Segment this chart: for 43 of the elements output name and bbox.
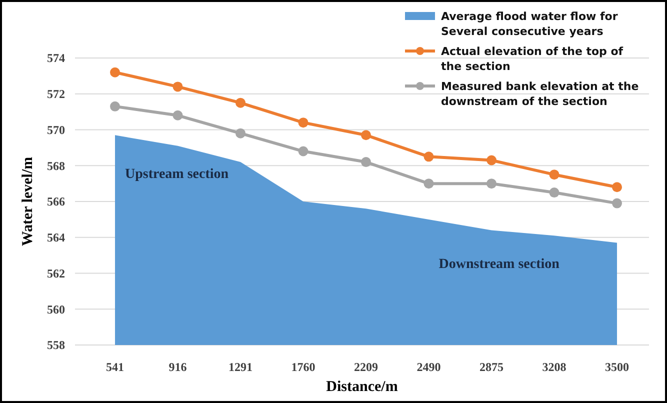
x-tick-label: 3208 xyxy=(542,360,566,374)
x-tick-label: 2490 xyxy=(416,360,441,374)
y-axis-title: Water level/m xyxy=(20,156,36,246)
y-tick-label: 566 xyxy=(47,194,65,209)
annotation: Upstream section xyxy=(125,167,229,182)
x-axis-title: Distance/m xyxy=(326,379,398,395)
point xyxy=(486,155,496,166)
y-tick-label: 558 xyxy=(47,338,65,352)
point xyxy=(236,128,246,138)
y-tick-label: 560 xyxy=(47,302,65,316)
y-tick-label: 562 xyxy=(47,266,65,280)
x-tick-label: 2209 xyxy=(354,360,378,374)
point xyxy=(298,118,308,128)
point xyxy=(172,82,183,92)
point xyxy=(424,178,434,189)
legend-label: Average flood water flow for Several consecutive years xyxy=(441,10,618,38)
point xyxy=(486,178,496,189)
y-tick-label: 572 xyxy=(47,87,65,102)
point xyxy=(110,67,120,78)
legend-label: Actual elevation of the top of the section xyxy=(441,45,624,73)
x-tick-label: 916 xyxy=(168,360,187,374)
y-tick-label: 564 xyxy=(47,230,65,245)
point xyxy=(298,146,308,156)
point xyxy=(172,110,183,120)
x-tick-label: 3500 xyxy=(605,360,629,374)
point xyxy=(236,98,246,108)
point xyxy=(424,152,434,162)
x-tick-label: 2875 xyxy=(480,360,504,374)
x-tick-label: 541 xyxy=(106,360,124,374)
legend-label: Measured bank elevation at the downstream of the section xyxy=(441,80,639,108)
point xyxy=(361,130,371,140)
x-tick-label: 1760 xyxy=(291,360,316,374)
y-tick-label: 570 xyxy=(47,122,65,137)
y-tick-label: 568 xyxy=(47,158,65,173)
y-tick-label: 574 xyxy=(47,51,65,66)
point xyxy=(110,101,120,112)
x-tick-label: 1291 xyxy=(228,360,252,374)
annotation: Downstream section xyxy=(438,257,560,272)
point xyxy=(612,198,622,208)
point xyxy=(549,170,560,180)
point xyxy=(549,188,560,198)
point xyxy=(361,157,371,168)
point xyxy=(612,182,622,192)
